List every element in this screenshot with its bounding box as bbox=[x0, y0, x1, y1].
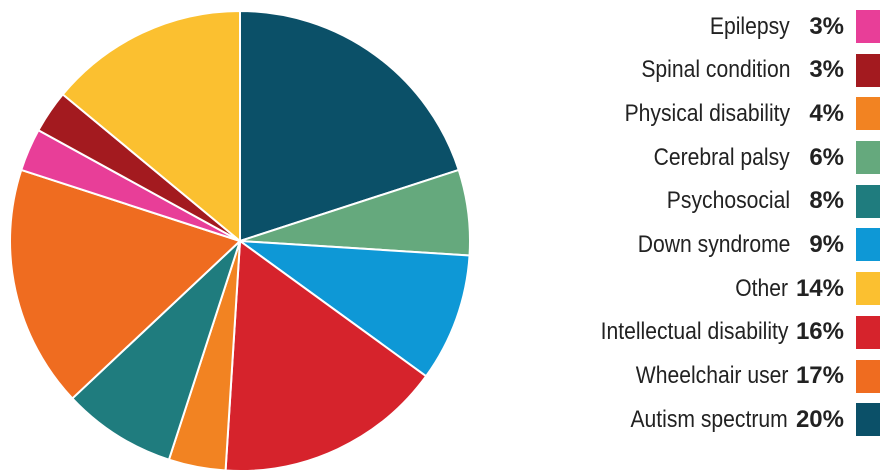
legend-item-cerebral-palsy: Cerebral palsy 6% bbox=[470, 141, 880, 175]
legend-swatch bbox=[856, 272, 880, 306]
legend-swatch bbox=[856, 228, 880, 262]
legend-label: Cerebral palsy bbox=[653, 143, 790, 171]
legend-label: Autism spectrum bbox=[630, 405, 788, 433]
legend-item-psychosocial: Psychosocial 8% bbox=[470, 184, 880, 218]
pie-slice-intellectual-disability bbox=[224, 240, 428, 472]
pie-plot-area bbox=[9, 10, 470, 472]
legend-item-other: Other 14% bbox=[470, 272, 880, 306]
legend-label: Epilepsy bbox=[710, 12, 790, 40]
legend-swatch bbox=[856, 315, 880, 349]
pie-slice-other bbox=[61, 10, 241, 242]
legend-item-spinal-condition: Spinal condition 3% bbox=[470, 53, 880, 87]
pie-slice-down-syndrome bbox=[239, 240, 470, 378]
legend-item-epilepsy: Epilepsy 3% bbox=[470, 10, 880, 43]
legend-item-autism-spectrum: Autism spectrum 20% bbox=[470, 403, 880, 437]
pie-slice-psychosocial bbox=[71, 240, 241, 461]
legend-swatch bbox=[856, 141, 880, 175]
legend-swatch bbox=[856, 359, 880, 393]
legend-label: Spinal condition bbox=[640, 56, 790, 84]
legend-label: Intellectual disability bbox=[600, 318, 788, 346]
legend-swatch bbox=[856, 10, 880, 43]
legend-swatch bbox=[856, 97, 880, 131]
legend-value: 20% bbox=[795, 405, 844, 433]
pie-slice-autism-spectrum bbox=[239, 10, 460, 242]
legend-item-intellectual-disability: Intellectual disability 16% bbox=[470, 315, 880, 349]
legend-label: Other bbox=[735, 274, 788, 302]
legend-item-down-syndrome: Down syndrome 9% bbox=[470, 228, 880, 262]
legend-swatch bbox=[856, 403, 880, 437]
legend-item-wheelchair-user: Wheelchair user 17% bbox=[470, 359, 880, 393]
legend-value: 17% bbox=[795, 362, 844, 389]
legend-label: Down syndrome bbox=[637, 230, 790, 258]
legend-swatch bbox=[856, 184, 880, 218]
pie-slice-wheelchair-user bbox=[9, 168, 241, 400]
legend-value: 16% bbox=[795, 318, 844, 346]
legend-label: Wheelchair user bbox=[635, 362, 788, 389]
legend-swatch bbox=[856, 53, 880, 87]
legend-label: Psychosocial bbox=[666, 187, 790, 215]
legend-value: 9% bbox=[809, 230, 844, 258]
legend-item-physical-disability: Physical disability 4% bbox=[470, 97, 880, 131]
legend-value: 3% bbox=[809, 56, 844, 84]
legend-label: Physical disability bbox=[624, 99, 790, 127]
legend: Epilepsy 3% Spinal condition 3% Physical dis… bbox=[470, 10, 880, 447]
legend-value: 14% bbox=[795, 274, 844, 302]
legend-value: 6% bbox=[809, 143, 844, 171]
legend-value: 4% bbox=[809, 99, 844, 127]
legend-value: 3% bbox=[809, 12, 844, 40]
legend-value: 8% bbox=[809, 187, 844, 215]
